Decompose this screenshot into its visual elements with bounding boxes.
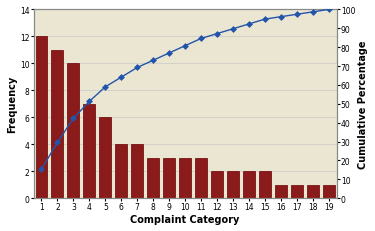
X-axis label: Complaint Category: Complaint Category: [130, 214, 240, 224]
Bar: [83, 104, 95, 198]
Bar: [163, 158, 175, 198]
Bar: [275, 185, 287, 198]
Bar: [131, 145, 143, 198]
Bar: [322, 185, 334, 198]
Bar: [259, 171, 271, 198]
Bar: [51, 51, 63, 198]
Bar: [307, 185, 319, 198]
Bar: [195, 158, 207, 198]
Bar: [99, 118, 111, 198]
Bar: [115, 145, 127, 198]
Bar: [211, 171, 223, 198]
Y-axis label: Frequency: Frequency: [7, 76, 17, 133]
Bar: [243, 171, 255, 198]
Bar: [179, 158, 191, 198]
Bar: [291, 185, 303, 198]
Bar: [68, 64, 80, 198]
Bar: [227, 171, 239, 198]
Y-axis label: Cumulative Percentage: Cumulative Percentage: [358, 40, 368, 168]
Bar: [36, 37, 48, 198]
Bar: [147, 158, 159, 198]
